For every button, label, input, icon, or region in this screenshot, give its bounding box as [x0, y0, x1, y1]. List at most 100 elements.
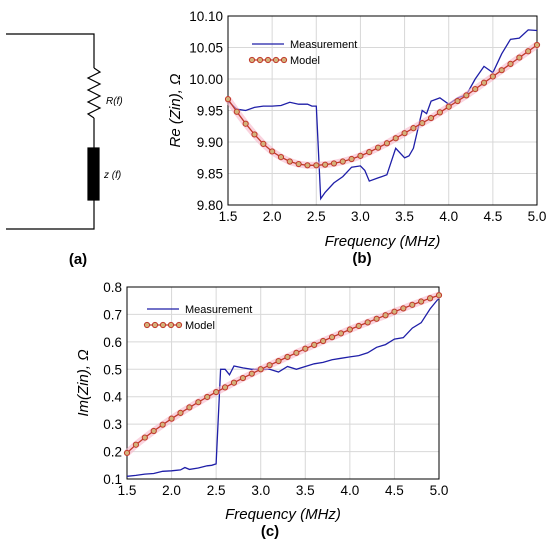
x-tick-label: 2.0: [263, 209, 282, 224]
resistor-symbol: [86, 67, 102, 119]
model-point: [463, 92, 470, 99]
model-point: [275, 357, 282, 365]
x-tick-label: 2.5: [207, 483, 226, 498]
model-point: [427, 114, 435, 122]
resistor-label: R(f): [106, 96, 123, 107]
legend-marker: [151, 321, 159, 329]
model-point: [383, 140, 391, 147]
model-point: [516, 54, 523, 61]
y-tick-label: 10.00: [189, 72, 223, 87]
model-point: [382, 312, 389, 319]
model-point: [132, 441, 140, 448]
model-point: [525, 48, 532, 55]
model-point: [230, 379, 238, 386]
y-tick-label: 0.3: [103, 417, 122, 432]
x-axis-label: Frequency (MHz): [225, 506, 341, 523]
y-tick-label: 0.1: [103, 472, 122, 487]
legend-label: Model: [290, 55, 320, 67]
model-point: [233, 108, 240, 115]
model-point: [409, 301, 416, 308]
x-tick-label: 4.5: [385, 483, 404, 498]
legend-marker: [280, 56, 288, 64]
legend-marker: [264, 56, 272, 64]
model-point: [251, 131, 258, 138]
x-tick-label: 5.0: [430, 483, 449, 498]
model-point: [419, 120, 426, 127]
model-point: [242, 120, 249, 127]
circuit-diagram: [6, 33, 102, 230]
legend-marker: [256, 56, 264, 64]
model-point: [295, 160, 302, 168]
model-point: [150, 427, 157, 435]
model-point: [186, 404, 193, 411]
y-tick-label: 0.8: [103, 280, 122, 295]
legend-marker: [167, 321, 175, 329]
circuit-bottom-wire: [6, 200, 95, 230]
model-point: [533, 41, 541, 49]
model-point: [266, 362, 273, 369]
model-point: [286, 158, 293, 165]
model-point: [204, 393, 211, 401]
model-point: [357, 152, 364, 159]
x-tick-label: 3.0: [251, 483, 270, 498]
x-tick-label: 5.0: [528, 209, 547, 224]
model-point: [320, 337, 327, 345]
model-point: [346, 326, 353, 333]
legend-label: Measurement: [290, 39, 357, 51]
y-tick-label: 0.5: [103, 362, 122, 377]
panel-label-b: (b): [352, 250, 371, 267]
x-tick-label: 4.0: [340, 483, 359, 498]
model-point: [498, 67, 505, 74]
x-tick-label: 2.0: [162, 483, 181, 498]
model-point: [302, 345, 309, 352]
legend: Measurement Model: [248, 39, 357, 67]
x-axis-label: Frequency (MHz): [325, 233, 441, 250]
model-point: [239, 374, 246, 382]
impedance-label: z (f): [103, 170, 121, 181]
plot-frame: [126, 286, 440, 480]
model-point: [284, 353, 291, 361]
model-point: [330, 160, 338, 167]
model-point: [221, 384, 229, 391]
x-tick-label: 1.5: [219, 209, 238, 224]
model-point: [435, 292, 443, 299]
model-point: [410, 125, 417, 132]
model-point: [248, 370, 255, 377]
model-point: [168, 415, 175, 422]
legend-marker: [248, 56, 256, 64]
model-point: [392, 135, 399, 142]
model-point: [224, 96, 232, 103]
chart-im-zin: 1.5 2.0 2.5 3.0 3.5 4.0 4.5 5.0 0.1 0.2 0.3 0.4 0.5 0…: [75, 280, 448, 523]
model-point: [400, 305, 407, 312]
y-tick-label: 9.95: [197, 104, 223, 119]
model-line: [126, 294, 440, 454]
measurement-line: [227, 29, 538, 201]
model-point: [322, 161, 329, 168]
y-tick-label: 0.2: [103, 445, 122, 460]
model-point: [374, 144, 382, 151]
model-point: [260, 140, 267, 147]
panel-label-a: (a): [69, 251, 87, 268]
model-point: [472, 85, 479, 93]
model-glow: [225, 42, 540, 169]
model-point: [436, 109, 443, 116]
model-point: [445, 103, 452, 110]
x-tick-label: 2.5: [307, 209, 326, 224]
y-tick-label: 9.85: [197, 167, 223, 182]
legend-label: Model: [185, 320, 215, 332]
model-point: [489, 73, 496, 80]
legend: Measurement Model: [143, 304, 252, 332]
x-tick-label: 3.5: [296, 483, 315, 498]
model-point: [401, 130, 408, 137]
series-measurement: [227, 29, 538, 201]
series-model: [224, 41, 541, 169]
x-tick-label: 3.0: [351, 209, 370, 224]
model-point: [293, 349, 300, 356]
y-tick-label: 9.80: [197, 198, 223, 213]
model-point: [391, 308, 398, 315]
model-point: [213, 388, 220, 396]
model-point: [328, 334, 336, 341]
model-point: [123, 449, 131, 457]
model-point: [141, 434, 148, 441]
